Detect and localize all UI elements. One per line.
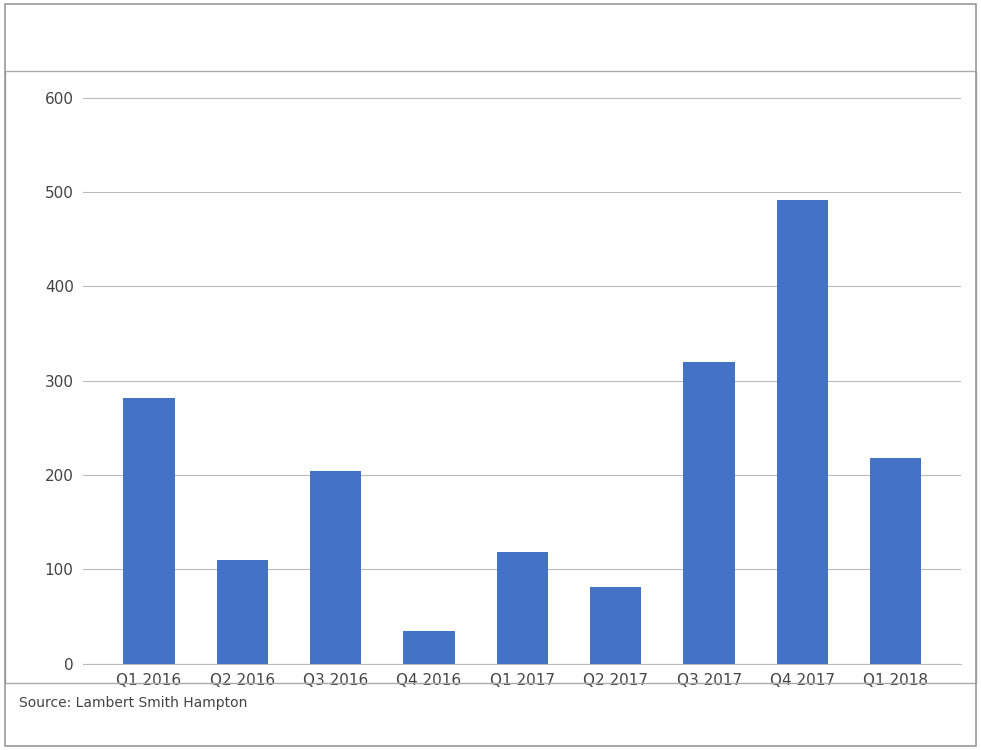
Bar (684, 362, 735, 664)
Text: Manchester office investment volumes (£m): Manchester office investment volumes (£m… (25, 30, 613, 54)
Bar (310, 471, 361, 664)
Text: Source: Lambert Smith Hampton: Source: Lambert Smith Hampton (20, 696, 248, 709)
Bar (124, 398, 175, 664)
Bar (870, 458, 921, 664)
Bar (403, 631, 455, 664)
Bar (777, 200, 828, 664)
Bar (496, 553, 548, 664)
Bar (217, 560, 268, 664)
Bar (590, 587, 642, 664)
